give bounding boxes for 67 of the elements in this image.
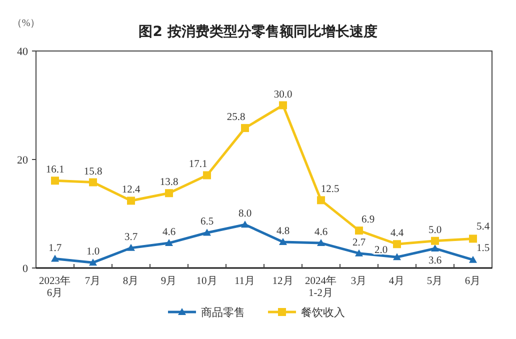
point xyxy=(165,189,173,198)
x-tick-label: 4月 xyxy=(388,275,406,287)
point xyxy=(89,178,97,186)
data-label: 15.8 xyxy=(84,166,102,178)
y-tick-label: 0 xyxy=(22,263,28,275)
point xyxy=(431,244,439,252)
legend-label: 餐饮收入 xyxy=(301,306,345,319)
x-tick-label: 10月 xyxy=(196,275,218,287)
x-tick-label: 2024年 1-2月 xyxy=(305,275,337,300)
data-label: 12.4 xyxy=(122,184,141,196)
point xyxy=(431,236,439,245)
data-label: 6.5 xyxy=(200,216,214,228)
data-label: 1.5 xyxy=(476,242,490,254)
chart-title: 图2 按消费类型分零售额同比增长速度 xyxy=(138,23,378,40)
legend-label: 商品零售 xyxy=(201,306,245,319)
data-label: 5.4 xyxy=(476,222,490,233)
data-label: 2.0 xyxy=(374,245,388,256)
data-label: 17.1 xyxy=(188,159,208,170)
point xyxy=(127,244,135,251)
data-label: 4.6 xyxy=(162,227,176,238)
point xyxy=(203,171,211,180)
data-label: 1.7 xyxy=(48,242,62,254)
y-tick-label: 40 xyxy=(17,46,28,58)
data-label: 4.6 xyxy=(314,227,328,238)
data-label: 25.8 xyxy=(226,112,246,124)
point xyxy=(127,196,135,205)
point xyxy=(279,101,287,110)
data-label: 1.0 xyxy=(86,246,100,258)
x-tick-label: 5月 xyxy=(426,275,444,287)
data-label: 13.8 xyxy=(160,177,178,188)
data-label: 4.4 xyxy=(390,228,404,240)
y-axis-title: （%） xyxy=(12,18,40,29)
point xyxy=(469,234,477,243)
point xyxy=(317,239,325,246)
data-label: 6.9 xyxy=(361,214,375,226)
point xyxy=(355,249,363,256)
data-label: 3.6 xyxy=(428,255,442,266)
point xyxy=(393,240,401,248)
x-tick-label: 8月 xyxy=(122,275,140,287)
data-label: 5.0 xyxy=(428,224,442,236)
y-tick-label: 20 xyxy=(17,154,28,166)
data-label: 16.1 xyxy=(46,164,64,176)
x-tick-label: 3月 xyxy=(350,275,368,287)
point xyxy=(51,254,59,262)
x-tick-label: 9月 xyxy=(160,275,178,287)
point xyxy=(203,228,211,236)
point xyxy=(355,226,363,235)
point xyxy=(241,124,249,132)
data-label: 3.7 xyxy=(124,232,138,243)
data-label: 2.7 xyxy=(352,237,366,248)
data-label: 30.0 xyxy=(274,89,292,100)
point xyxy=(89,258,97,266)
point xyxy=(51,176,59,185)
point xyxy=(317,196,325,204)
x-tick-label: 12月 xyxy=(272,275,294,287)
x-tick-label: 6月 xyxy=(464,275,482,287)
point xyxy=(393,253,401,260)
x-tick-label: 7月 xyxy=(84,275,102,287)
data-label: 4.8 xyxy=(276,226,290,237)
point xyxy=(469,256,477,263)
x-tick-label: 11月 xyxy=(234,275,256,287)
point xyxy=(241,220,249,228)
data-label: 8.0 xyxy=(238,208,252,220)
point xyxy=(165,239,173,246)
x-tick-label: 2023年 6月 xyxy=(39,275,71,300)
data-label: 12.5 xyxy=(320,184,340,196)
point xyxy=(279,238,287,245)
